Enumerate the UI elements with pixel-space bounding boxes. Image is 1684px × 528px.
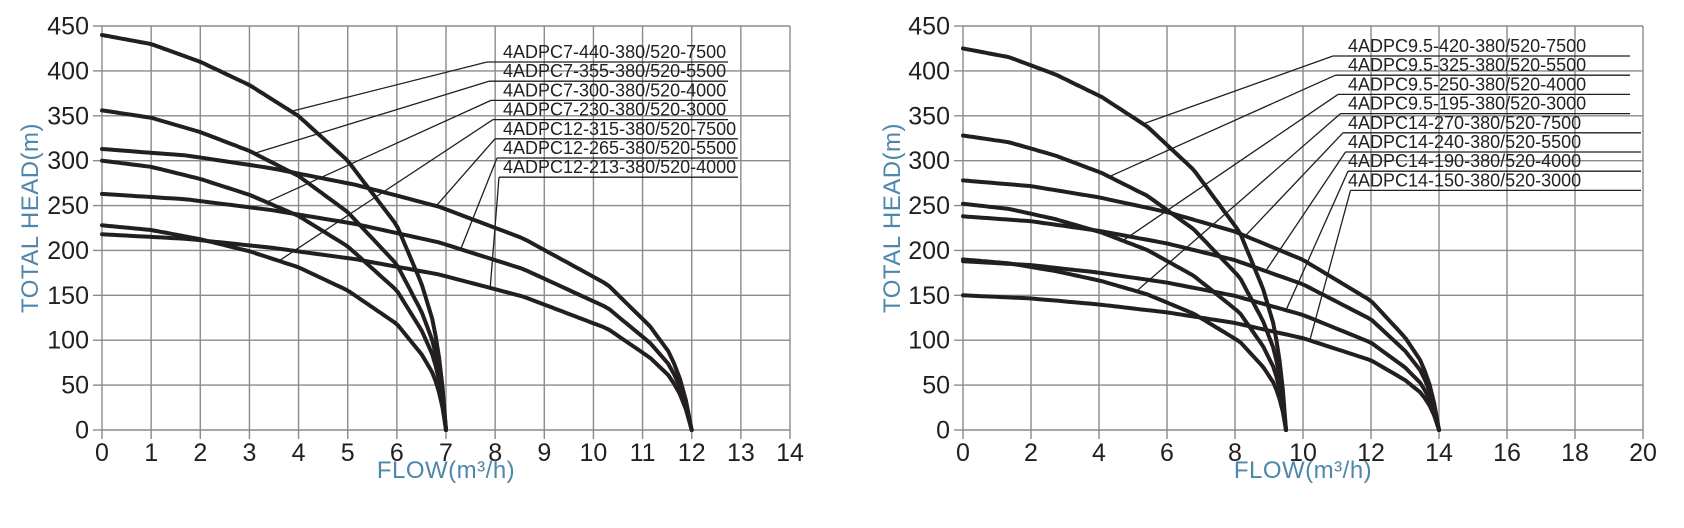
callout-leader-line [254,80,490,155]
pump-curve [961,201,1288,432]
callout-leader-line [1142,55,1334,125]
x-tick-label: 2 [193,439,207,467]
callout-leader-line [435,138,496,207]
pump-curve [961,178,1441,432]
y-tick-label: 450 [47,13,89,41]
x-tick-label: 2 [1024,439,1038,467]
curve-callout-label: 4ADPC14-240-380/520-5500 [1348,132,1581,152]
curve-callout-label: 4ADPC14-190-380/520-4000 [1348,151,1581,171]
curve-callout-label: 4ADPC9.5-325-380/520-5500 [1348,55,1586,75]
curve-callout-label: 4ADPC12-213-380/520-4000 [503,157,736,177]
curve-callout-label: 4ADPC7-440-380/520-7500 [503,42,726,62]
x-tick-label: 5 [341,439,355,467]
pump-curve [100,191,694,432]
y-tick-label: 250 [47,192,89,220]
curve-callout-label: 4ADPC12-315-380/520-7500 [503,119,736,139]
y-tick-label: 300 [908,147,950,175]
x-tick-label: 4 [292,439,306,467]
y-tick-label: 100 [908,327,950,355]
x-tick-label: 1 [144,439,158,467]
x-tick-label: 8 [488,439,502,467]
pump-curve [100,232,694,432]
y-tick-label: 300 [47,147,89,175]
y-tick-label: 250 [908,192,950,220]
callout-leader-line [1265,151,1347,272]
x-tick-label: 14 [1425,439,1453,467]
callout-leader-line [1244,132,1344,237]
callout-leader-line [1135,113,1341,292]
left-chart-y-axis-title: TOTAL HEAD(m) [17,122,44,314]
x-tick-label: 6 [390,439,404,467]
curve-callout-label: 4ADPC12-265-380/520-5500 [503,138,736,158]
x-tick-label: 4 [1092,439,1106,467]
curve-callout-label: 4ADPC7-355-380/520-5500 [503,61,726,81]
callout-leader-line [291,61,488,113]
pump-curve [100,158,448,432]
x-tick-label: 6 [1160,439,1174,467]
callout-leader-line [1122,93,1339,242]
y-tick-label: 50 [61,372,89,400]
callout-leader-line [460,157,498,250]
x-tick-label: 0 [95,439,109,467]
x-tick-label: 16 [1493,439,1521,467]
pump-curve [961,293,1441,432]
y-tick-label: 400 [47,57,89,85]
x-tick-label: 8 [1228,439,1242,467]
x-tick-label: 20 [1629,439,1657,467]
pump-curve [961,257,1288,432]
y-tick-label: 0 [936,417,950,445]
y-tick-label: 100 [47,327,89,355]
pump-curve [961,259,1441,432]
curve-callout-label: 4ADPC14-270-380/520-7500 [1348,113,1581,133]
x-tick-label: 13 [727,439,755,467]
y-tick-label: 400 [908,57,950,85]
right-chart-y-axis-title: TOTAL HEAD(m) [879,122,906,314]
x-tick-label: 7 [439,439,453,467]
callout-leader-line [1309,190,1352,341]
curve-callout-label: 4ADPC14-150-380/520-3000 [1348,170,1581,190]
callout-leader-line [1285,170,1349,311]
pump-curve [100,223,448,432]
x-tick-label: 9 [537,439,551,467]
x-tick-label: 14 [776,439,804,467]
x-tick-label: 3 [242,439,256,467]
curve-callout-label: 4ADPC9.5-195-380/520-3000 [1348,94,1586,114]
x-tick-label: 18 [1561,439,1589,467]
right-chart-x-axis-title: FLOW(m³/h) [1233,457,1373,484]
x-tick-label: 10 [580,439,608,467]
curve-callout-label: 4ADPC7-300-380/520-4000 [503,80,726,100]
y-tick-label: 0 [75,417,89,445]
callout-leader-line [278,119,494,262]
pump-curve [961,214,1441,432]
pump-curve [100,33,448,432]
y-tick-label: 150 [908,282,950,310]
pump-curve [100,108,448,432]
callout-leader-line [1108,74,1336,178]
y-tick-label: 350 [908,102,950,130]
x-tick-label: 11 [630,439,656,467]
curve-callout-label: 4ADPC7-230-380/520-3000 [503,100,726,120]
callout-leader-line [266,99,492,203]
pump-curve [961,46,1288,432]
y-tick-label: 50 [922,372,950,400]
y-tick-label: 350 [47,102,89,130]
chart-right: 0 2 4 6 8 10 12 14 16 18 2005010015020025030035040… [908,13,1657,468]
x-tick-label: 0 [956,439,970,467]
y-tick-label: 150 [47,282,89,310]
y-tick-label: 200 [47,237,89,265]
pump-curve [100,147,694,432]
left-chart-x-axis-title: FLOW(m³/h) [376,457,516,484]
y-tick-label: 200 [908,237,950,265]
x-tick-label: 12 [678,439,706,467]
curve-callout-label: 4ADPC9.5-420-380/520-7500 [1348,36,1586,56]
curve-callout-label: 4ADPC9.5-250-380/520-4000 [1348,74,1586,94]
chart-left: 0 1 2 3 4 5 6 7 8 9 10 11 12 13 1405010015020025030035… [47,13,804,468]
pump-curve [961,133,1288,432]
x-tick-label: 10 [1289,439,1317,467]
x-tick-label: 12 [1357,439,1385,467]
callout-leader-line [489,177,500,288]
y-tick-label: 450 [908,13,950,41]
